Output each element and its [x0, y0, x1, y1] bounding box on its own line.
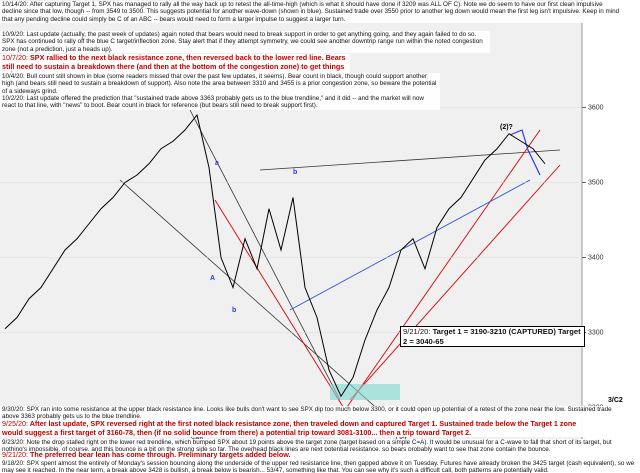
annotation-date: 9/21/20: — [2, 450, 28, 459]
y-tick-label: 3300 — [588, 329, 604, 336]
annotation-date: 10/9/20: — [2, 31, 25, 38]
annotation-date: 9/18/20: — [2, 460, 25, 467]
trendline — [214, 199, 346, 411]
annotation-text: Last update offered the prediction that … — [2, 95, 424, 110]
annotation-text: The preferred bear lean has come through… — [29, 450, 291, 459]
wave-label: a — [215, 160, 219, 167]
annotation-text: Note the drop stalled right on the lower… — [2, 439, 612, 454]
wave-label: b — [232, 307, 236, 314]
annotation-date: 9/30/20: — [2, 406, 25, 413]
projection — [509, 129, 541, 176]
annotation-text: Last update (actually, the past week of … — [2, 31, 483, 53]
annotation: 9/21/20: Target 1 = 3190-3210 (CAPTURED)… — [400, 326, 585, 347]
annotation-date: 10/14/20: — [2, 1, 29, 8]
wave-label: 3/C2 — [608, 397, 623, 404]
y-tick-label: 3500 — [588, 179, 604, 186]
annotation-text: Bull count still shown in blue (some rea… — [2, 73, 437, 95]
wave-label: b — [293, 169, 297, 176]
annotation: 10/2/20: Last update offered the predict… — [0, 95, 440, 110]
annotation-date: 10/4/20: — [2, 73, 25, 80]
wave-label: A — [210, 275, 215, 282]
annotation: 10/4/20: Bull count still shown in blue … — [0, 73, 440, 95]
annotation-text: SPX ran into some resistance at the uppe… — [2, 406, 612, 421]
trendline — [259, 149, 561, 171]
annotation-text: After capturing Target 1, SPX has manage… — [2, 1, 620, 23]
trendline — [289, 179, 531, 311]
annotation: 9/30/20: SPX ran into some resistance at… — [0, 406, 620, 421]
wave-label: (2)? — [500, 124, 513, 131]
trendline — [189, 109, 341, 401]
y-tick-label: 3400 — [588, 254, 604, 261]
trendline — [349, 164, 561, 401]
annotation: 9/23/20: Note the drop stalled right on … — [0, 439, 620, 454]
annotation-date: 9/23/20: — [2, 439, 25, 446]
annotation: 9/18/20: SPX spent almost the entirety o… — [0, 460, 640, 473]
annotation: 10/9/20: Last update (actually, the past… — [0, 31, 490, 53]
annotation-text: Target 1 = 3190-3210 (CAPTURED) Target 2… — [403, 327, 581, 346]
annotation-text: SPX spent almost the entirety of Monday'… — [2, 460, 635, 473]
trendline — [344, 129, 541, 411]
y-tick-label: 3600 — [588, 104, 604, 111]
trendline — [119, 179, 391, 421]
annotation-text: After last update, SPX reversed right at… — [2, 419, 577, 437]
annotation: 9/21/20: The preferred bear lean has com… — [0, 450, 420, 460]
annotation: 10/14/20: After capturing Target 1, SPX … — [0, 1, 625, 23]
annotation: 9/25/20: After last update, SPX reversed… — [0, 419, 600, 438]
annotation-date: 10/2/20: — [2, 95, 25, 102]
price-line — [4, 113, 546, 398]
target-zone — [330, 384, 400, 400]
annotation-date: 9/21/20: — [403, 327, 431, 336]
annotation-date: 9/25/20: — [2, 419, 28, 428]
annotation-date: 10/7/20: — [2, 53, 28, 62]
